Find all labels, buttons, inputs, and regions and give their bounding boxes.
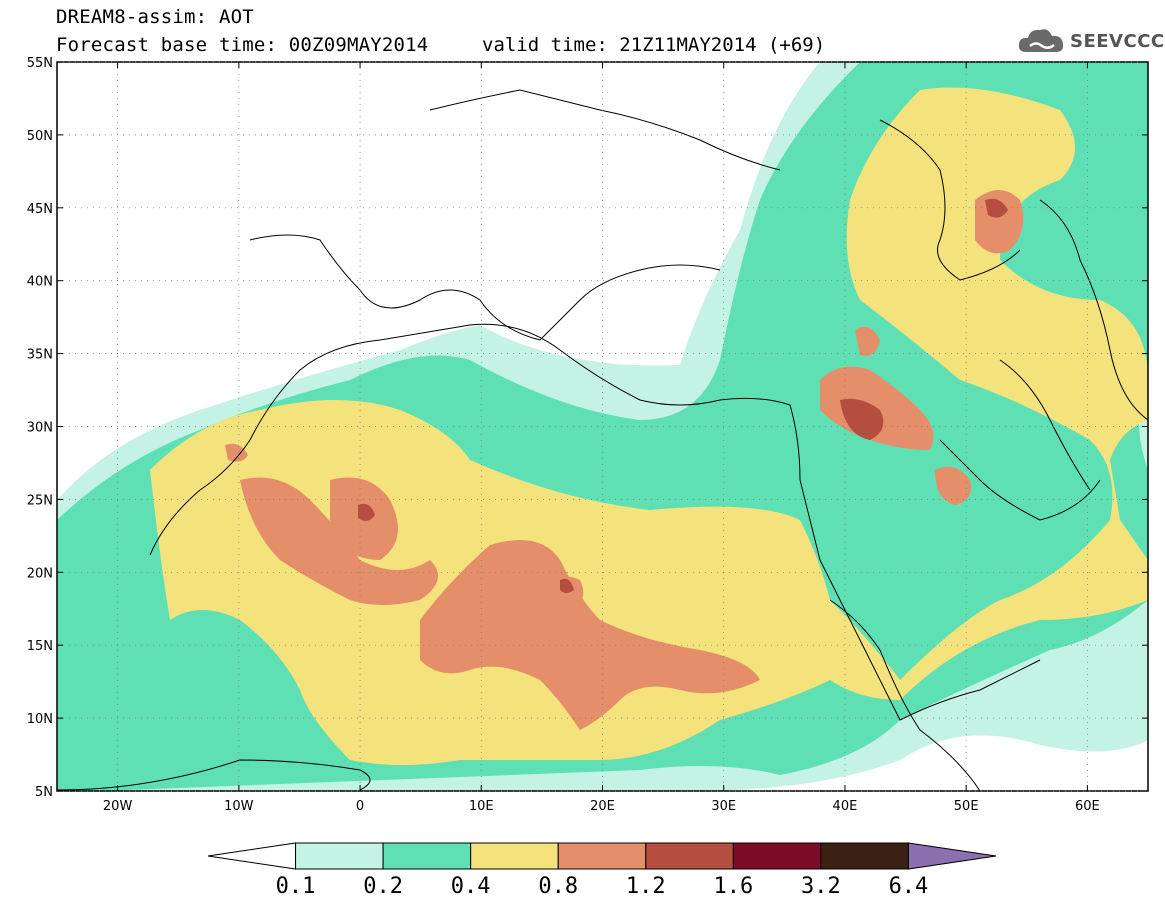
lat-tick-label: 25N	[27, 493, 53, 508]
aot-field	[57, 62, 1148, 791]
cloud-icon	[1018, 29, 1064, 52]
lon-tick-label: 10E	[469, 799, 494, 814]
lon-tick-label: 20W	[103, 799, 133, 814]
lat-tick-label: 5N	[35, 785, 53, 800]
colorbar-segment	[820, 842, 909, 870]
colorbar-label: 0.1	[276, 874, 316, 899]
lon-tick-label: 40E	[833, 799, 858, 814]
lon-tick-label: 60E	[1075, 799, 1100, 814]
lat-tick-label: 35N	[27, 348, 53, 363]
lon-tick-label: 50E	[954, 799, 979, 814]
lon-tick-label: 20E	[590, 799, 615, 814]
colorbar-label: 6.4	[889, 874, 929, 899]
lon-tick-label: 10W	[224, 799, 254, 814]
longitude-ticks: 20W 10W 0 10E 20E 30E 40E 50E 60E	[103, 62, 1100, 814]
colorbar-label: 0.8	[538, 874, 578, 899]
colorbar-segment	[382, 842, 472, 870]
valid-time: valid time: 21Z11MAY2014 (+69)	[482, 34, 826, 56]
colorbar-segment	[207, 842, 297, 870]
lon-tick-label: 0	[356, 799, 364, 814]
forecast-base-time: Forecast base time: 00Z09MAY2014	[56, 34, 429, 56]
lat-tick-label: 15N	[27, 639, 53, 654]
aot-band-0.8	[225, 190, 1024, 730]
colorbar-label: 0.2	[363, 874, 403, 899]
colorbar-label: 1.2	[626, 874, 666, 899]
lat-tick-label: 55N	[27, 56, 53, 71]
map-title: DREAM8-assim: AOT	[56, 6, 254, 28]
latitude-ticks: 5N 10N 15N 20N 25N 30N 35N 40N 45N 50N 55N	[27, 56, 1148, 800]
colorbar-label: 1.6	[713, 874, 753, 899]
lat-tick-label: 20N	[27, 566, 53, 581]
colorbar-segment	[645, 842, 734, 870]
colorbar-label: 3.2	[801, 874, 841, 899]
coastlines	[57, 89, 1148, 791]
colorbar-segment	[470, 842, 559, 870]
lat-tick-label: 45N	[27, 202, 53, 217]
colorbar-segment	[732, 842, 822, 870]
seevccc-logo: SEEVCCC	[1016, 24, 1165, 58]
aot-band-1.2	[358, 198, 1008, 593]
lon-tick-label: 30E	[711, 799, 736, 814]
lat-tick-label: 50N	[27, 129, 53, 144]
logo-text: SEEVCCC	[1070, 30, 1165, 52]
colorbar-segment	[907, 842, 997, 870]
colorbar-segment	[295, 842, 384, 870]
lat-tick-label: 30N	[27, 421, 53, 436]
lat-tick-label: 10N	[27, 712, 53, 727]
colorbar-label: 0.4	[451, 874, 491, 899]
colorbar: 0.1 0.2 0.4 0.8 1.2 1.6 3.2 6.4	[207, 842, 997, 899]
colorbar-segment	[557, 842, 647, 870]
lat-tick-label: 40N	[27, 275, 53, 290]
